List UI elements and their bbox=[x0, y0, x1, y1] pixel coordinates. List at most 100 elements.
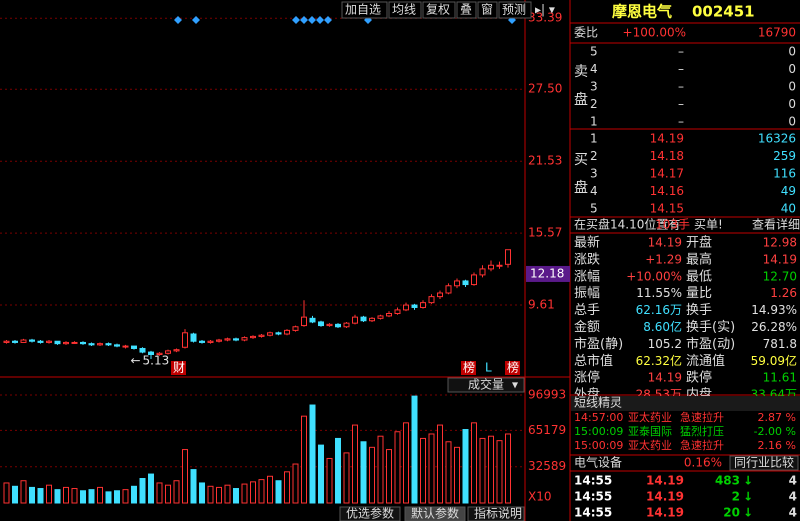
notice-link[interactable]: 查看详细 bbox=[752, 217, 800, 232]
volume-bar bbox=[369, 446, 375, 504]
volume-bar bbox=[139, 478, 146, 504]
candle-body bbox=[173, 349, 180, 352]
stat-label: 换手 bbox=[686, 303, 712, 318]
book-volume: 49 bbox=[781, 184, 796, 198]
sprite-time: 14:57:00 bbox=[574, 411, 623, 424]
tab[interactable] bbox=[467, 506, 525, 521]
toolbar-button[interactable] bbox=[498, 1, 532, 19]
book-level: 1 bbox=[590, 115, 598, 129]
stock-code: 002451 bbox=[692, 3, 755, 21]
candle-body bbox=[114, 344, 120, 347]
book-volume: 40 bbox=[781, 202, 796, 216]
candle-body bbox=[275, 332, 282, 335]
stat-value: 11.55% bbox=[636, 286, 682, 300]
toolbar-button[interactable] bbox=[388, 1, 422, 19]
sprite-stock: 亚太药业 bbox=[628, 411, 672, 424]
volume-bar bbox=[360, 441, 367, 504]
candle-body bbox=[233, 338, 239, 341]
indicator-select[interactable] bbox=[447, 377, 525, 393]
tab-label: 默认参数 bbox=[411, 506, 459, 521]
toolbar-button[interactable] bbox=[422, 1, 456, 19]
book-volume: 0 bbox=[788, 80, 796, 94]
toolbar-label: 加自选 bbox=[345, 3, 381, 17]
candle-body bbox=[267, 332, 273, 336]
industry-button-label: 同行业比较 bbox=[734, 455, 794, 470]
book-price: 14.15 bbox=[650, 202, 684, 216]
diamond-marker bbox=[324, 16, 332, 24]
industry-button[interactable] bbox=[729, 455, 799, 471]
stat-label: 涨停 bbox=[574, 370, 600, 386]
notice-volume: 103手 bbox=[655, 218, 690, 232]
stat-value: 781.8 bbox=[763, 337, 797, 351]
volume-bar bbox=[377, 435, 384, 504]
tab-label: 优选参数 bbox=[346, 506, 394, 521]
candle-body bbox=[335, 323, 341, 328]
min-label: 5.13 bbox=[143, 353, 170, 367]
candle-body bbox=[301, 316, 307, 327]
stat-value: 1.26 bbox=[770, 286, 797, 300]
toolbar-button[interactable] bbox=[341, 1, 388, 19]
candle-body bbox=[3, 340, 10, 343]
toolbar-button[interactable] bbox=[456, 1, 477, 19]
tab[interactable] bbox=[404, 506, 466, 521]
volume-bar bbox=[199, 482, 205, 504]
volume-bar bbox=[301, 415, 307, 504]
stat-value: 105.2 bbox=[648, 337, 682, 351]
stat-value: 14.19 bbox=[648, 236, 682, 250]
indicator-name: 成交量 bbox=[468, 377, 504, 392]
volume-bar bbox=[37, 488, 44, 504]
candle-body bbox=[309, 317, 316, 323]
y-tick-label: 32589 bbox=[528, 459, 566, 473]
candle-body bbox=[445, 285, 452, 294]
book-level: 5 bbox=[590, 45, 598, 59]
candle-body bbox=[122, 345, 129, 348]
volume-bar bbox=[471, 422, 477, 504]
candle-body bbox=[139, 347, 146, 353]
book-price: – bbox=[678, 97, 684, 111]
book-level: 1 bbox=[590, 132, 598, 146]
candle-body bbox=[505, 249, 511, 265]
book-volume: 259 bbox=[773, 149, 796, 163]
volume-bar bbox=[114, 490, 120, 504]
volume-bar bbox=[454, 446, 460, 504]
candle-body bbox=[46, 340, 52, 343]
book-side: 盘 bbox=[574, 91, 588, 108]
candle-body bbox=[131, 345, 137, 349]
candle-body bbox=[326, 323, 333, 327]
volume-bar bbox=[292, 463, 299, 504]
volume-bar bbox=[165, 484, 171, 504]
stat-value: +1.29 bbox=[645, 252, 682, 266]
stat-value: 59.09亿 bbox=[751, 353, 797, 368]
volume-bar bbox=[12, 485, 18, 504]
stat-label: 涨幅 bbox=[574, 269, 600, 284]
volume-bar bbox=[182, 449, 188, 504]
event-flag-box bbox=[461, 361, 476, 375]
volume-bar bbox=[326, 457, 333, 504]
candle-body bbox=[420, 302, 426, 308]
volume-bar bbox=[88, 489, 95, 504]
current-price: 12.18 bbox=[530, 266, 564, 280]
candle-body bbox=[156, 352, 163, 356]
notice-type: 买单! bbox=[694, 218, 723, 232]
book-price: 14.17 bbox=[650, 167, 684, 181]
current-price-box bbox=[526, 265, 570, 282]
candle-body bbox=[471, 274, 477, 286]
volume-bar bbox=[284, 471, 290, 504]
book-level: 4 bbox=[590, 62, 598, 76]
toolbar-label: 叠 bbox=[460, 3, 472, 17]
candle-body bbox=[165, 350, 171, 354]
stat-label: 跌停 bbox=[686, 370, 712, 386]
event-flag-box bbox=[171, 361, 186, 375]
event-flag: 榜 bbox=[507, 360, 519, 375]
volume-bar bbox=[267, 475, 273, 504]
toolbar-button[interactable] bbox=[477, 1, 498, 19]
candle-body bbox=[37, 340, 44, 343]
tab[interactable] bbox=[339, 506, 401, 521]
book-price: – bbox=[678, 115, 684, 129]
trade-time: 14:55 bbox=[574, 490, 612, 504]
trade-arrow: ↓ bbox=[743, 506, 753, 520]
candle-body bbox=[224, 338, 231, 341]
book-volume: 16326 bbox=[758, 132, 796, 146]
stat-label: 总手 bbox=[574, 303, 600, 318]
stat-label: 金额 bbox=[574, 319, 600, 335]
